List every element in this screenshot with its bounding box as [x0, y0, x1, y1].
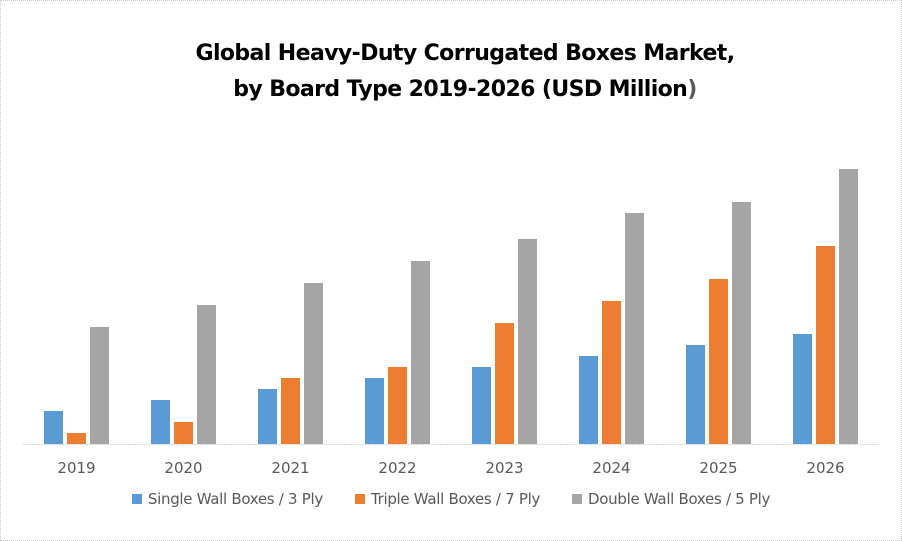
- x-tick-label: 2025: [699, 459, 737, 477]
- bar-2022-triple: [388, 367, 407, 444]
- legend-item: Triple Wall Boxes / 7 Ply: [354, 490, 541, 508]
- bar-2021-triple: [281, 378, 300, 444]
- legend-swatch: [131, 494, 142, 504]
- bar-2026-double: [839, 169, 858, 444]
- legend-label: Double Wall Boxes / 5 Ply: [588, 490, 771, 508]
- bar-2020-double: [197, 305, 216, 444]
- bar-2019-single: [44, 411, 63, 444]
- x-tick-label: 2023: [485, 459, 523, 477]
- legend-item: Single Wall Boxes / 3 Ply: [131, 490, 323, 508]
- chart-title-close-paren: ): [687, 77, 697, 102]
- x-tick-label: 2026: [806, 459, 844, 477]
- bars-group: [44, 169, 858, 444]
- x-tick-labels: 2019 2020 2021 2022 2023 2024 2025 2026: [57, 459, 844, 477]
- bar-2022-single: [365, 378, 384, 444]
- legend-swatch: [354, 494, 365, 504]
- bar-2026-triple: [816, 246, 835, 444]
- bar-2022-double: [411, 261, 430, 444]
- x-tick-label: 2022: [378, 459, 416, 477]
- bar-2021-single: [258, 389, 277, 444]
- bar-2020-triple: [174, 422, 193, 444]
- chart-title: Global Heavy-Duty Corrugated Boxes Marke…: [0, 36, 902, 108]
- legend-label: Triple Wall Boxes / 7 Ply: [370, 490, 541, 508]
- legend-item: Double Wall Boxes / 5 Ply: [572, 490, 770, 508]
- bar-2019-triple: [67, 433, 86, 444]
- bar-2023-single: [472, 367, 491, 444]
- bar-2025-single: [686, 345, 705, 444]
- bar-2021-double: [304, 283, 323, 444]
- x-tick-label: 2020: [164, 459, 202, 477]
- bar-2020-single: [151, 400, 170, 444]
- legend: Single Wall Boxes / 3 Ply Triple Wall Box…: [0, 490, 902, 508]
- chart-title-line2-text: by Board Type 2019-2026 (USD Million: [233, 77, 688, 102]
- bar-2024-single: [579, 356, 598, 444]
- x-tick-label: 2019: [57, 459, 95, 477]
- bar-2025-double: [732, 202, 751, 444]
- bar-2024-triple: [602, 301, 621, 444]
- bar-2026-single: [793, 334, 812, 444]
- legend-swatch: [572, 494, 583, 504]
- bar-2024-double: [625, 213, 644, 444]
- x-tick-label: 2021: [271, 459, 309, 477]
- bar-2019-double: [90, 327, 109, 444]
- chart-title-line1: Global Heavy-Duty Corrugated Boxes Marke…: [195, 41, 736, 66]
- chart-title-line2: by Board Type 2019-2026 (USD Million): [0, 72, 902, 108]
- legend-label: Single Wall Boxes / 3 Ply: [147, 490, 323, 508]
- bar-2023-double: [518, 239, 537, 444]
- bar-2023-triple: [495, 323, 514, 444]
- x-tick-label: 2024: [592, 459, 630, 477]
- bar-2025-triple: [709, 279, 728, 444]
